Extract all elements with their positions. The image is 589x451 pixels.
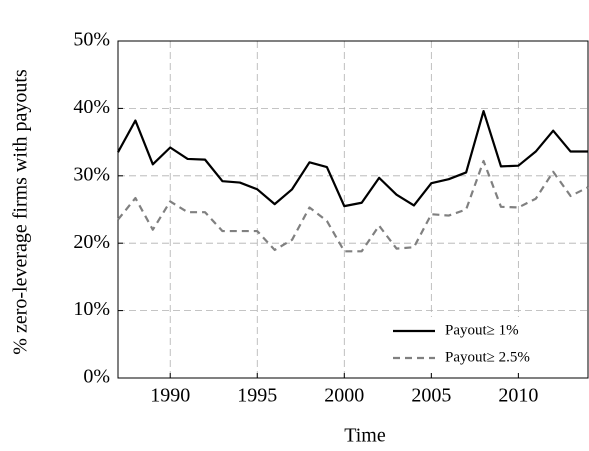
series-line — [117, 159, 589, 253]
y-axis-label: % zero-leverage firms with payouts — [10, 69, 32, 355]
legend-box — [381, 317, 585, 373]
y-tick-label: 50% — [73, 29, 110, 51]
y-tick-label: 10% — [73, 298, 110, 320]
x-tick-label: 2005 — [411, 385, 451, 407]
x-tick-label: 2000 — [324, 385, 364, 407]
y-tick-label: 40% — [73, 96, 110, 118]
y-tick-label: 20% — [73, 231, 110, 253]
series-line — [117, 109, 588, 208]
x-axis-label: Time — [344, 425, 386, 447]
y-tick-label: 0% — [83, 366, 110, 388]
x-tick-label: 1995 — [237, 385, 277, 407]
x-tick-label: 1990 — [150, 385, 190, 407]
legend-label: Payout≥ 2.5% — [445, 349, 530, 365]
x-tick-label: 2010 — [498, 385, 538, 407]
plot-frame — [117, 40, 589, 379]
y-tick-label: 30% — [73, 163, 110, 185]
legend-label: Payout≥ 1% — [445, 322, 519, 338]
